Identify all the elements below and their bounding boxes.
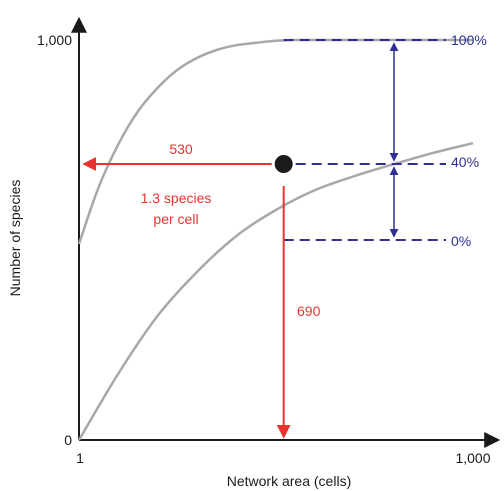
area-count-label: 690 (297, 303, 321, 319)
x-tick-min: 1 (76, 450, 84, 466)
y-tick-max: 1,000 (37, 32, 72, 48)
density-label-line2: per cell (153, 211, 198, 227)
density-label-line1: 1.3 species (141, 190, 212, 206)
level-0-label: 0% (451, 233, 471, 249)
level-40-label: 40% (451, 154, 479, 170)
x-tick-max: 1,000 (455, 450, 490, 466)
x-axis-title: Network area (cells) (227, 473, 351, 489)
species-count-label: 530 (169, 141, 193, 157)
y-axis-title: Number of species (7, 180, 23, 297)
level-100-label: 100% (451, 32, 487, 48)
y-tick-min: 0 (64, 432, 72, 448)
upper-species-curve (77, 38, 473, 245)
lower-species-curve (77, 141, 474, 441)
selected-data-point (274, 155, 293, 173)
